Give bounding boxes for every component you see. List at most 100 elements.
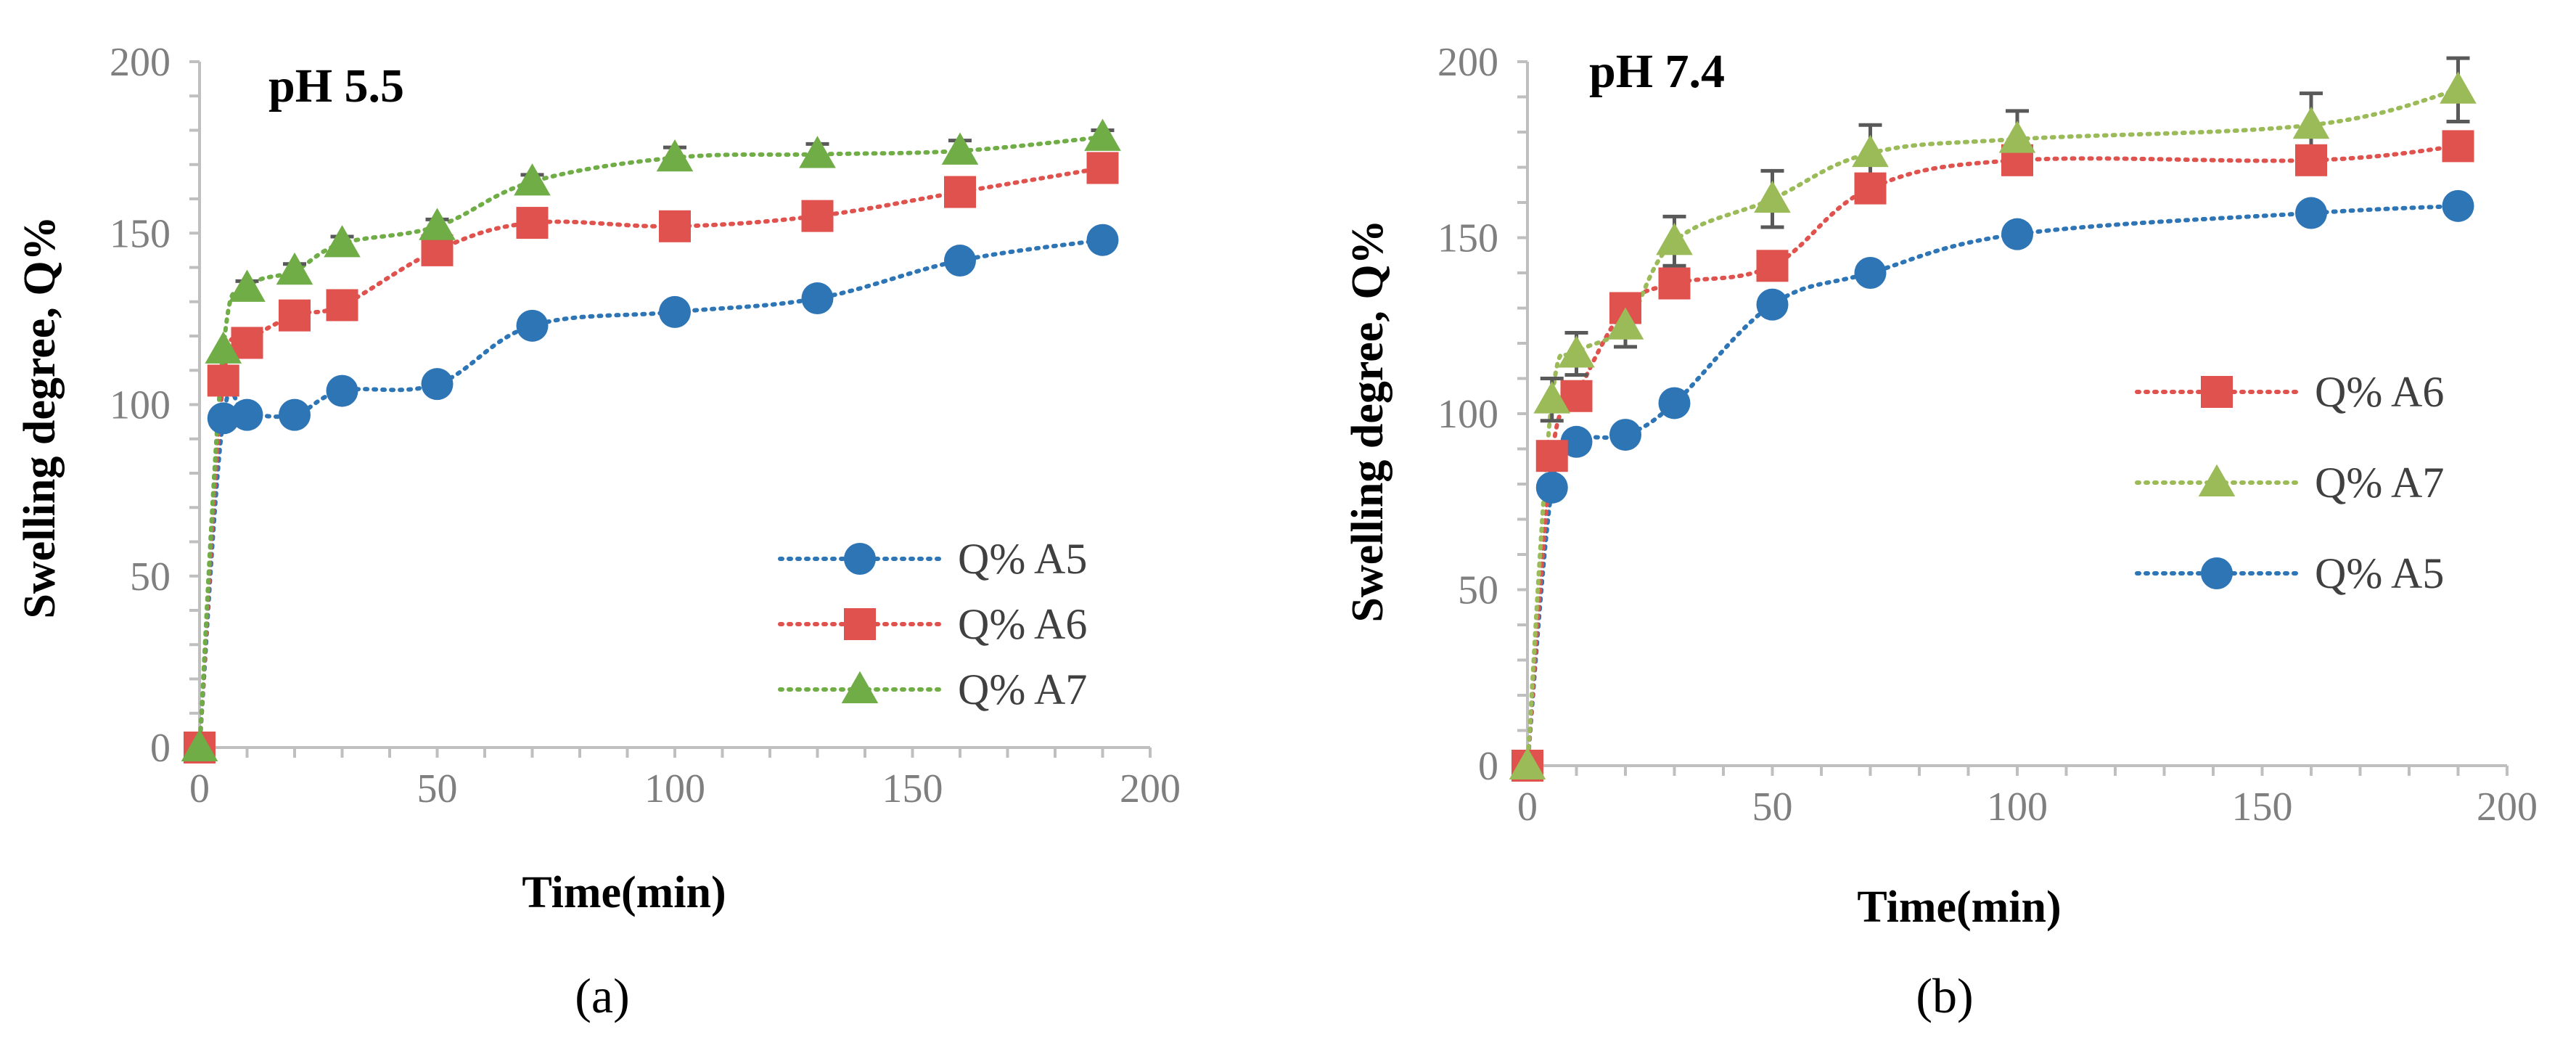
data-point	[1756, 250, 1789, 282]
data-point	[516, 207, 549, 239]
data-point	[1656, 223, 1693, 255]
legend-marker	[2201, 376, 2233, 408]
data-point	[1852, 134, 1889, 168]
y-tick-label: 0	[150, 726, 171, 771]
series-line	[197, 237, 1105, 750]
x-tick-label: 150	[2232, 785, 2293, 830]
data-point	[279, 299, 311, 332]
data-point	[229, 269, 266, 302]
legend-label: Q% A7	[2315, 459, 2444, 507]
y-tick-label: 50	[1458, 568, 1498, 613]
data-point	[516, 309, 549, 342]
data-point	[326, 289, 358, 322]
series-line	[197, 134, 1105, 750]
legend-label: Q% A5	[958, 535, 1087, 583]
data-point	[207, 364, 239, 397]
y-tick-label: 150	[110, 211, 171, 256]
legend-label: Q% A7	[958, 666, 1087, 713]
data-point	[1086, 224, 1119, 256]
data-point	[231, 398, 263, 431]
data-point	[2295, 197, 2327, 229]
plot-area: 0 50 100 150 200 0 50 100 150 200	[110, 40, 1181, 811]
y-tick-label: 150	[1437, 216, 1498, 261]
data-point	[941, 132, 979, 165]
y-tick-label: 50	[130, 554, 171, 599]
data-point	[2442, 189, 2474, 222]
data-point	[2295, 144, 2327, 176]
chart-panel-a: pH 5.5 Time(min) Swelling degree, Q% (a)…	[15, 40, 1181, 1023]
data-point	[276, 252, 313, 285]
x-tick-label: 50	[417, 766, 458, 811]
series-line	[1525, 87, 2461, 768]
legend-label: Q% A6	[2315, 368, 2444, 416]
x-tick-label: 0	[189, 766, 210, 811]
data-point	[799, 136, 836, 168]
data-point	[2001, 218, 2033, 250]
legend-label: Q% A5	[2315, 549, 2444, 597]
data-point	[1509, 747, 1546, 779]
legend-marker	[2198, 464, 2236, 496]
data-point	[1756, 288, 1789, 321]
data-point	[1535, 471, 1568, 504]
data-point	[1658, 387, 1691, 419]
data-point	[1658, 267, 1691, 300]
data-point	[944, 245, 976, 277]
y-tick-label: 0	[1478, 744, 1498, 789]
legend: Q% A6 Q% A7 Q% A5	[2135, 368, 2444, 597]
data-point	[207, 402, 239, 435]
chart-title: pH 7.4	[1589, 45, 1725, 98]
y-tick-label: 100	[110, 383, 171, 428]
data-point	[419, 208, 456, 240]
x-tick-label: 200	[2477, 785, 2538, 830]
x-tick-label: 100	[1987, 785, 2048, 830]
data-point	[1560, 425, 1593, 458]
data-point	[801, 200, 834, 232]
data-point	[656, 139, 694, 172]
data-point	[801, 282, 834, 315]
legend-marker	[844, 543, 876, 575]
data-point	[205, 331, 242, 364]
data-point	[1998, 120, 2036, 153]
y-tick-label: 200	[1437, 40, 1498, 85]
data-point	[944, 176, 976, 208]
x-tick-label: 50	[1752, 785, 1793, 830]
data-point	[181, 729, 218, 761]
chart-title: pH 5.5	[268, 60, 404, 112]
data-point	[2292, 107, 2330, 139]
legend-marker	[2201, 557, 2233, 589]
data-point	[2442, 130, 2474, 163]
x-tick-label: 0	[1517, 785, 1538, 830]
legend-marker	[844, 608, 876, 640]
data-point	[2440, 71, 2477, 104]
panel-label: (a)	[575, 968, 629, 1023]
data-point	[1533, 381, 1571, 414]
data-point	[1084, 118, 1121, 151]
data-point	[1535, 440, 1568, 472]
y-tick-label: 100	[1437, 392, 1498, 437]
data-point	[421, 368, 454, 401]
data-point	[659, 210, 691, 242]
plot-area: 0 50 100 150 200 0 50 100 150 200	[1437, 40, 2538, 830]
data-point	[1854, 257, 1887, 289]
data-point	[1609, 419, 1641, 451]
series-line	[1525, 144, 2461, 768]
data-point	[1558, 335, 1595, 368]
x-tick-label: 150	[882, 766, 943, 811]
y-axis-title: Swelling degree, Q%	[15, 216, 65, 618]
x-axis-title: Time(min)	[1857, 883, 2061, 932]
data-point	[326, 374, 358, 407]
data-point	[1607, 307, 1644, 340]
data-point	[1854, 172, 1887, 205]
chart-panel-b: pH 7.4 Time(min) Swelling degree, Q% (b)…	[1343, 40, 2538, 1023]
y-tick-label: 200	[110, 40, 171, 85]
x-axis-title: Time(min)	[522, 868, 726, 917]
data-point	[231, 327, 263, 359]
data-point	[659, 295, 691, 328]
data-point	[514, 163, 551, 196]
legend-label: Q% A6	[958, 600, 1087, 648]
data-point	[279, 398, 311, 431]
x-tick-label: 200	[1120, 766, 1181, 811]
legend: Q% A5 Q% A6 Q% A7	[778, 535, 1087, 713]
panel-label: (b)	[1916, 968, 1973, 1023]
